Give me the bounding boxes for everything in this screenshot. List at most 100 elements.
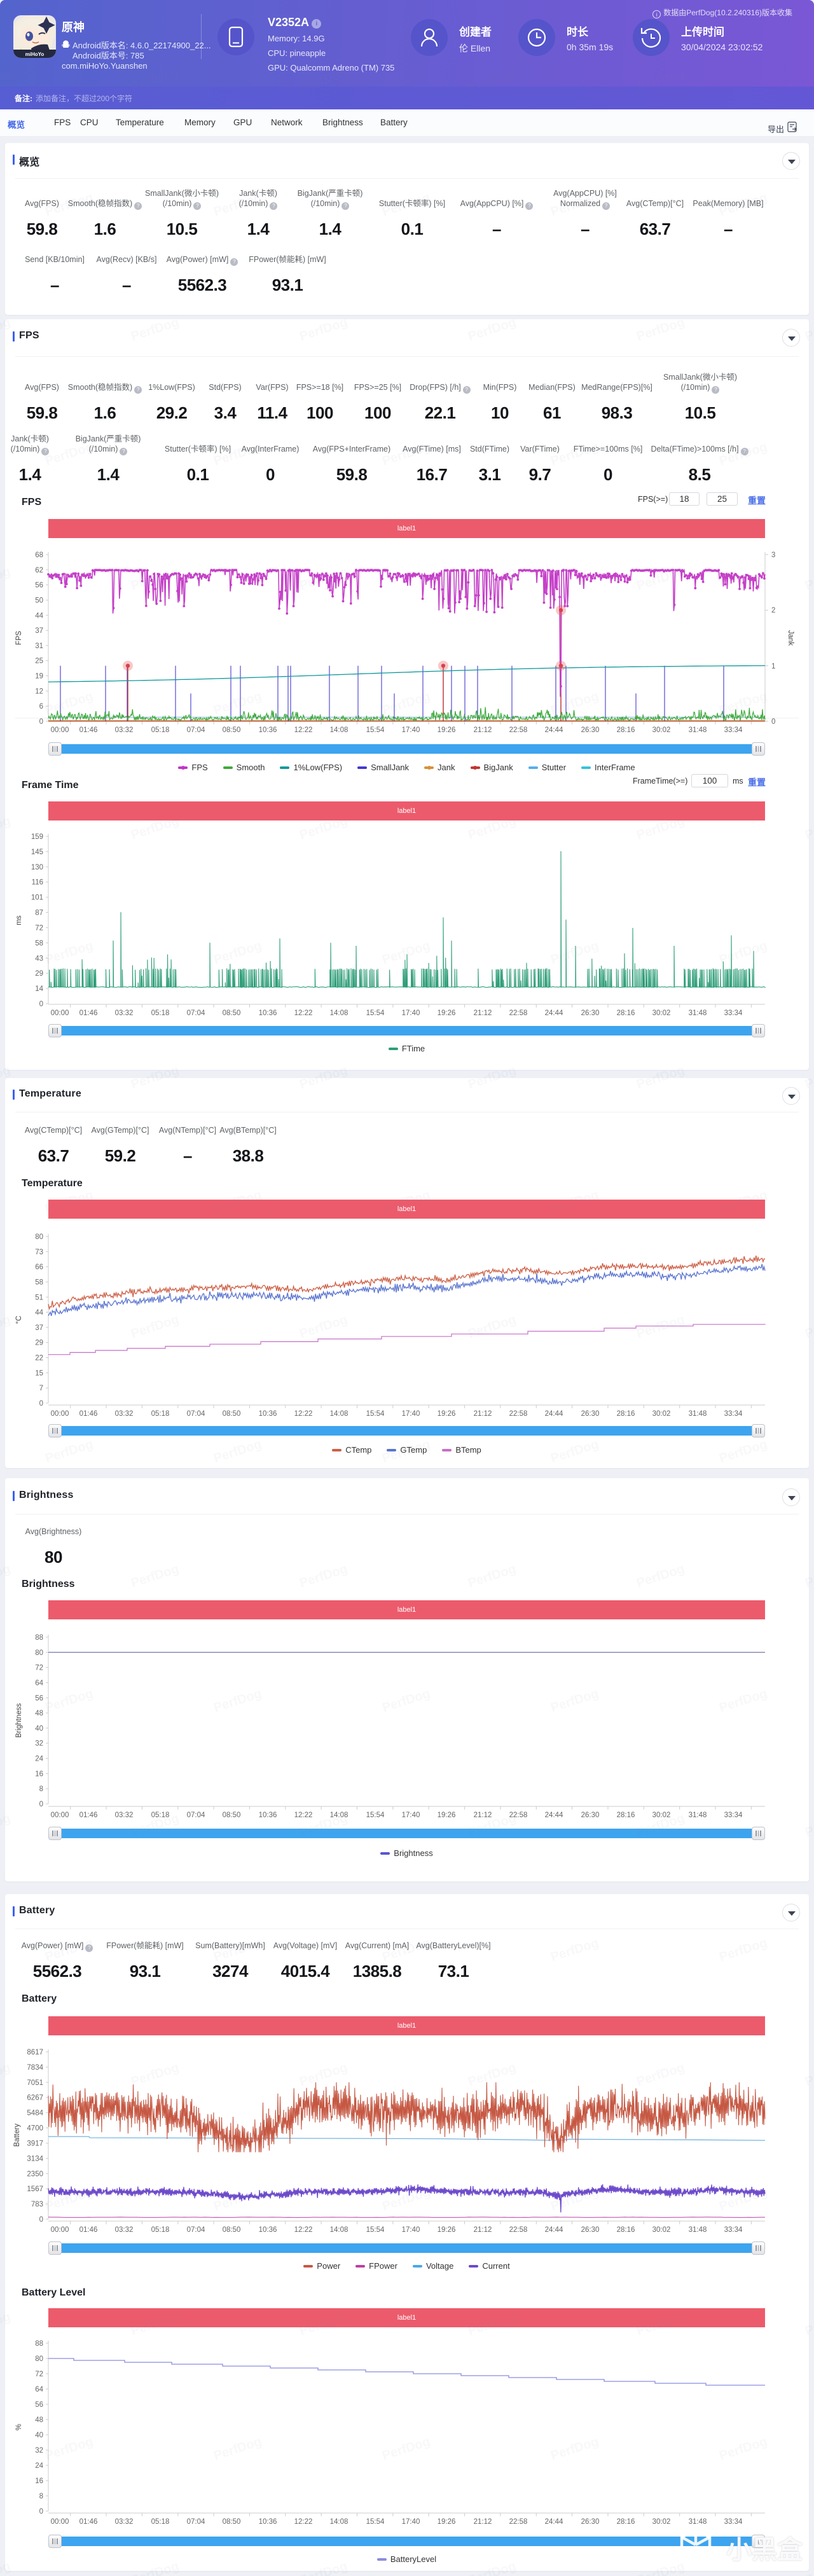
svg-text:05:18: 05:18 (151, 2518, 170, 2526)
svg-text:24:44: 24:44 (545, 1009, 563, 1017)
svg-text:101: 101 (31, 894, 43, 902)
svg-text:0: 0 (39, 2508, 43, 2516)
svg-text:14:08: 14:08 (330, 2518, 348, 2526)
svg-text:05:18: 05:18 (151, 1811, 170, 1819)
svg-text:01:46: 01:46 (79, 2518, 98, 2526)
svg-text:68: 68 (35, 551, 43, 559)
svg-text:31: 31 (35, 642, 43, 650)
svg-text:88: 88 (35, 1634, 43, 1642)
svg-text:08:50: 08:50 (223, 1009, 241, 1017)
svg-text:8: 8 (39, 2493, 43, 2500)
svg-text:15: 15 (35, 1369, 43, 1377)
svg-text:Jank: Jank (787, 630, 794, 646)
svg-text:16: 16 (35, 2477, 43, 2485)
svg-text:72: 72 (35, 1665, 43, 1672)
svg-text:33:34: 33:34 (724, 726, 743, 734)
svg-text:ms: ms (15, 915, 23, 925)
svg-text:783: 783 (31, 2201, 43, 2208)
svg-text:19:26: 19:26 (438, 2226, 456, 2234)
svg-text:12:22: 12:22 (294, 1811, 313, 1819)
svg-text:19:26: 19:26 (438, 1811, 456, 1819)
svg-text:05:18: 05:18 (151, 2226, 170, 2234)
svg-text:19: 19 (35, 673, 43, 681)
svg-text:00:00: 00:00 (51, 2226, 69, 2234)
svg-text:17:40: 17:40 (402, 1811, 420, 1819)
svg-text:28:16: 28:16 (617, 726, 635, 734)
svg-text:33:34: 33:34 (724, 1410, 743, 1418)
svg-text:10:36: 10:36 (259, 1811, 277, 1819)
svg-text:03:32: 03:32 (115, 1811, 134, 1819)
svg-text:12:22: 12:22 (294, 726, 313, 734)
svg-text:31:48: 31:48 (689, 726, 707, 734)
svg-text:33:34: 33:34 (724, 2226, 743, 2234)
svg-text:2: 2 (771, 607, 775, 614)
svg-text:88: 88 (35, 2340, 43, 2348)
svg-text:58: 58 (35, 939, 43, 947)
svg-text:28:16: 28:16 (617, 1410, 635, 1418)
svg-text:24:44: 24:44 (545, 2226, 563, 2234)
svg-text:31:48: 31:48 (689, 2226, 707, 2234)
svg-text:08:50: 08:50 (223, 2518, 241, 2526)
svg-text:12:22: 12:22 (294, 1410, 313, 1418)
svg-text:31:48: 31:48 (689, 1811, 707, 1819)
svg-text:24:44: 24:44 (545, 1811, 563, 1819)
svg-text:145: 145 (31, 848, 43, 856)
svg-text:%: % (15, 2424, 23, 2430)
svg-text:3134: 3134 (27, 2155, 43, 2163)
svg-text:0: 0 (39, 1400, 43, 1408)
svg-text:22:58: 22:58 (509, 1009, 528, 1017)
svg-text:29: 29 (35, 970, 43, 978)
svg-text:32: 32 (35, 1740, 43, 1748)
svg-text:12:22: 12:22 (294, 1009, 313, 1017)
svg-text:30:02: 30:02 (652, 1410, 671, 1418)
svg-text:30:02: 30:02 (652, 2226, 671, 2234)
svg-text:01:46: 01:46 (79, 726, 98, 734)
svg-text:2350: 2350 (27, 2170, 43, 2178)
svg-text:28:16: 28:16 (617, 2226, 635, 2234)
svg-text:10:36: 10:36 (259, 2518, 277, 2526)
svg-text:21:12: 21:12 (474, 1410, 492, 1418)
svg-text:24: 24 (35, 1755, 43, 1763)
svg-text:50: 50 (35, 597, 43, 605)
svg-text:1: 1 (771, 663, 775, 670)
svg-text:03:32: 03:32 (115, 1009, 134, 1017)
svg-text:03:32: 03:32 (115, 1410, 134, 1418)
svg-text:62: 62 (35, 567, 43, 574)
svg-text:08:50: 08:50 (223, 726, 241, 734)
svg-text:12: 12 (35, 688, 43, 695)
svg-text:Battery: Battery (13, 2124, 21, 2147)
svg-text:17:40: 17:40 (402, 726, 420, 734)
svg-text:14:08: 14:08 (330, 1009, 348, 1017)
svg-text:03:32: 03:32 (115, 2518, 134, 2526)
svg-text:5484: 5484 (27, 2110, 43, 2117)
svg-text:17:40: 17:40 (402, 1009, 420, 1017)
svg-text:24:44: 24:44 (545, 726, 563, 734)
svg-text:15:54: 15:54 (366, 1410, 385, 1418)
svg-text:17:40: 17:40 (402, 2518, 420, 2526)
svg-text:33:34: 33:34 (724, 2518, 743, 2526)
svg-text:22:58: 22:58 (509, 1410, 528, 1418)
svg-text:03:32: 03:32 (115, 2226, 134, 2234)
svg-text:40: 40 (35, 1725, 43, 1733)
svg-text:30:02: 30:02 (652, 1009, 671, 1017)
svg-text:22:58: 22:58 (509, 2518, 528, 2526)
svg-text:3917: 3917 (27, 2140, 43, 2148)
svg-text:07:04: 07:04 (187, 1009, 205, 1017)
svg-text:30:02: 30:02 (652, 2518, 671, 2526)
svg-text:31:48: 31:48 (689, 2518, 707, 2526)
svg-text:01:46: 01:46 (79, 1811, 98, 1819)
svg-text:56: 56 (35, 1694, 43, 1702)
svg-text:116: 116 (32, 879, 43, 887)
svg-text:73: 73 (35, 1249, 43, 1256)
svg-text:31:48: 31:48 (689, 1009, 707, 1017)
svg-text:10:36: 10:36 (259, 726, 277, 734)
svg-text:10:36: 10:36 (259, 1009, 277, 1017)
svg-text:6: 6 (39, 703, 43, 710)
svg-text:15:54: 15:54 (366, 1811, 385, 1819)
svg-text:22: 22 (35, 1355, 43, 1362)
svg-text:32: 32 (35, 2447, 43, 2455)
svg-text:10:36: 10:36 (259, 1410, 277, 1418)
svg-text:30:02: 30:02 (652, 1811, 671, 1819)
svg-text:15:54: 15:54 (366, 726, 385, 734)
svg-text:15:54: 15:54 (366, 2518, 385, 2526)
